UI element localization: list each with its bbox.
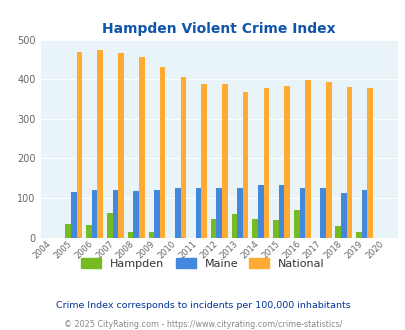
Bar <box>86 224 92 238</box>
Bar <box>361 190 367 238</box>
Bar <box>355 232 361 238</box>
Bar <box>320 188 325 238</box>
Bar <box>305 81 310 238</box>
Bar <box>65 224 71 238</box>
Bar <box>325 82 331 238</box>
Bar <box>107 213 112 238</box>
Bar <box>278 185 284 238</box>
Bar <box>299 188 305 238</box>
Bar <box>97 50 103 238</box>
Bar <box>293 210 299 238</box>
Bar <box>71 192 77 238</box>
Bar <box>273 220 278 238</box>
Bar <box>335 226 340 238</box>
Bar <box>154 190 159 238</box>
Bar <box>148 232 154 238</box>
Bar <box>252 219 257 238</box>
Text: Crime Index corresponds to incidents per 100,000 inhabitants: Crime Index corresponds to incidents per… <box>55 301 350 310</box>
Bar <box>242 92 248 238</box>
Bar <box>210 219 216 238</box>
Legend: Hampden, Maine, National: Hampden, Maine, National <box>77 254 328 273</box>
Bar <box>257 185 263 238</box>
Bar <box>216 188 222 238</box>
Bar <box>175 188 180 238</box>
Bar <box>284 86 289 238</box>
Bar <box>237 188 242 238</box>
Text: © 2025 CityRating.com - https://www.cityrating.com/crime-statistics/: © 2025 CityRating.com - https://www.city… <box>64 319 341 329</box>
Bar <box>180 77 185 238</box>
Bar <box>77 52 82 238</box>
Bar <box>346 87 352 238</box>
Bar <box>159 67 165 238</box>
Bar <box>222 84 227 238</box>
Bar <box>195 188 201 238</box>
Bar <box>263 88 269 238</box>
Bar <box>367 87 372 238</box>
Bar <box>92 190 97 238</box>
Bar <box>139 57 144 238</box>
Bar <box>118 53 124 238</box>
Bar <box>112 190 118 238</box>
Bar <box>133 191 139 238</box>
Bar <box>231 214 237 238</box>
Title: Hampden Violent Crime Index: Hampden Violent Crime Index <box>102 22 335 36</box>
Bar <box>128 232 133 238</box>
Bar <box>340 193 346 238</box>
Bar <box>201 84 207 238</box>
